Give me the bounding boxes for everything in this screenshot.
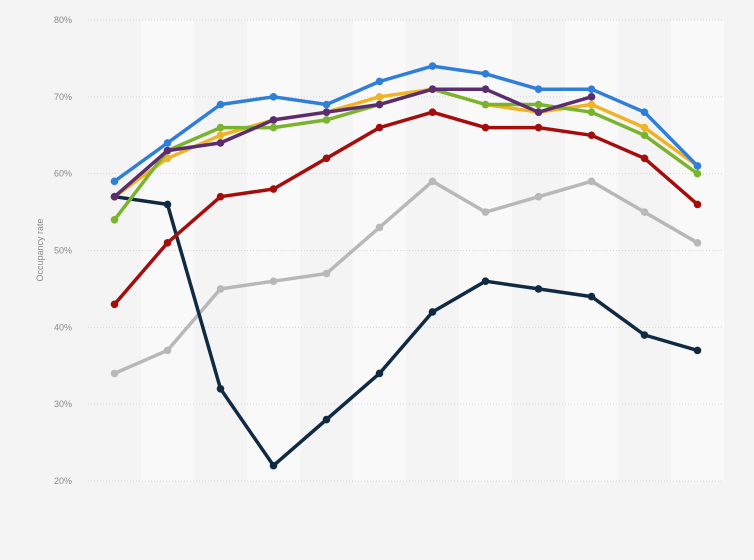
y-tick-label: 30% <box>54 399 72 409</box>
data-point[interactable] <box>534 285 543 293</box>
data-point[interactable] <box>587 85 596 93</box>
data-point[interactable] <box>322 154 331 163</box>
data-point[interactable] <box>163 239 172 247</box>
data-point[interactable] <box>587 100 596 109</box>
data-point[interactable] <box>693 162 702 170</box>
y-axis-title: Occupancy rate <box>35 218 45 281</box>
data-point[interactable] <box>481 85 490 93</box>
data-point[interactable] <box>428 62 437 70</box>
series-3 <box>110 108 702 309</box>
data-point[interactable] <box>163 146 172 155</box>
data-point[interactable] <box>110 215 119 224</box>
data-point[interactable] <box>534 123 543 132</box>
series-6 <box>110 62 702 186</box>
data-point[interactable] <box>534 85 543 93</box>
series-line <box>112 110 700 307</box>
data-point[interactable] <box>587 177 596 186</box>
data-point[interactable] <box>216 192 225 201</box>
data-point[interactable] <box>428 85 437 93</box>
data-point[interactable] <box>481 277 490 286</box>
y-tick-label: 20% <box>54 476 72 486</box>
data-point[interactable] <box>640 108 649 116</box>
series-lines <box>110 62 702 470</box>
data-point[interactable] <box>587 93 596 101</box>
data-point[interactable] <box>587 292 596 301</box>
data-point[interactable] <box>269 123 278 132</box>
data-point[interactable] <box>375 77 384 86</box>
data-point[interactable] <box>322 116 331 124</box>
series-line <box>112 179 700 376</box>
data-point[interactable] <box>269 461 278 470</box>
data-point[interactable] <box>375 123 384 132</box>
data-point[interactable] <box>693 346 702 355</box>
data-point[interactable] <box>534 192 543 201</box>
data-point[interactable] <box>110 300 119 309</box>
data-point[interactable] <box>269 185 278 193</box>
series-line <box>112 64 700 184</box>
data-point[interactable] <box>163 200 172 209</box>
data-point[interactable] <box>640 208 649 216</box>
y-tick-label: 50% <box>54 246 72 256</box>
plot-band <box>141 20 194 481</box>
data-point[interactable] <box>587 131 596 140</box>
data-point[interactable] <box>481 208 490 216</box>
data-point[interactable] <box>428 308 437 316</box>
data-point[interactable] <box>322 108 331 116</box>
data-point[interactable] <box>216 139 225 147</box>
data-point[interactable] <box>375 223 384 232</box>
data-point[interactable] <box>216 123 225 132</box>
data-point[interactable] <box>216 131 225 140</box>
series-7 <box>110 85 596 201</box>
data-point[interactable] <box>375 93 384 101</box>
series-line <box>112 194 700 468</box>
series-line <box>112 87 700 199</box>
data-point[interactable] <box>216 385 225 393</box>
data-point[interactable] <box>534 108 543 116</box>
data-point[interactable] <box>640 154 649 163</box>
data-point[interactable] <box>269 93 278 101</box>
data-point[interactable] <box>375 369 384 378</box>
y-tick-label: 60% <box>54 169 72 179</box>
data-point[interactable] <box>481 123 490 132</box>
data-point[interactable] <box>322 415 331 424</box>
data-point[interactable] <box>216 100 225 109</box>
data-point[interactable] <box>693 200 702 209</box>
data-point[interactable] <box>216 285 225 293</box>
data-point[interactable] <box>322 269 331 278</box>
data-point[interactable] <box>587 108 596 116</box>
data-point[interactable] <box>322 100 331 109</box>
data-point[interactable] <box>163 346 172 355</box>
y-tick-label: 40% <box>54 322 72 332</box>
data-point[interactable] <box>163 139 172 147</box>
data-point[interactable] <box>269 116 278 124</box>
data-point[interactable] <box>693 239 702 247</box>
series-line <box>112 87 594 199</box>
data-point[interactable] <box>269 277 278 286</box>
y-axis-tick-labels: 20% 30% 40% 50% 60% 70% 80% <box>54 15 72 486</box>
y-tick-label: 70% <box>54 92 72 102</box>
data-point[interactable] <box>640 123 649 132</box>
data-point[interactable] <box>640 331 649 339</box>
data-point[interactable] <box>428 108 437 116</box>
data-point[interactable] <box>481 69 490 78</box>
data-point[interactable] <box>110 192 119 201</box>
data-point[interactable] <box>375 100 384 109</box>
data-point[interactable] <box>693 169 702 178</box>
data-point[interactable] <box>481 100 490 109</box>
data-point[interactable] <box>640 131 649 140</box>
data-point[interactable] <box>163 154 172 163</box>
data-point[interactable] <box>110 177 119 186</box>
series-1 <box>110 177 702 378</box>
data-point[interactable] <box>534 100 543 109</box>
y-tick-label: 80% <box>54 15 72 25</box>
data-point[interactable] <box>428 177 437 186</box>
data-point[interactable] <box>110 369 119 378</box>
